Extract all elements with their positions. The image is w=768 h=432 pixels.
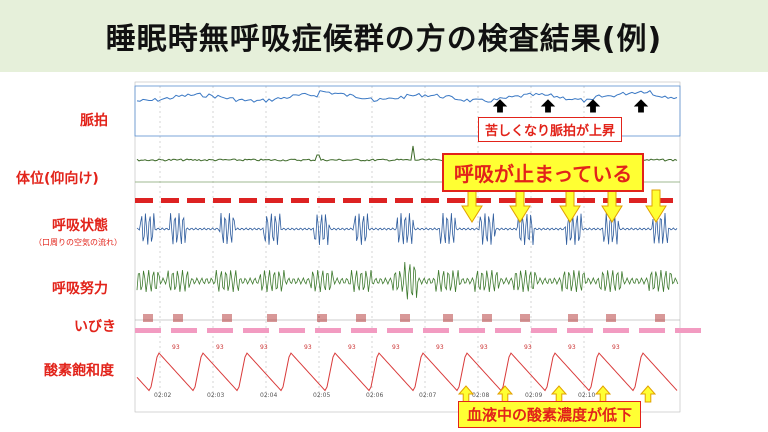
event-block	[343, 198, 361, 203]
spo2-value: 93	[392, 344, 400, 351]
apnea-down-arrow	[509, 189, 531, 223]
snore-block	[243, 328, 269, 333]
callout-pulse-up: 苦しくなり脈拍が上昇	[478, 117, 623, 142]
page-title: 睡眠時無呼吸症候群の方の検査結果(例)	[105, 22, 663, 57]
effort-trace	[136, 261, 679, 300]
event-block	[317, 198, 335, 203]
time-tick: 02:03	[207, 392, 224, 399]
apnea-event-band	[135, 198, 673, 203]
event-block	[629, 198, 647, 203]
event-block	[499, 198, 517, 203]
time-tick: 02:04	[260, 392, 277, 399]
snore-trace	[143, 314, 665, 322]
spo2-value: 93	[304, 344, 312, 351]
spo2-value: 93	[172, 344, 180, 351]
snore-block	[315, 328, 341, 333]
time-tick: 02:06	[366, 392, 383, 399]
label-effort: 呼吸努力	[52, 281, 108, 297]
spo2-arrows	[457, 385, 657, 403]
spo2-value: 93	[216, 344, 224, 351]
spo2-value: 93	[260, 344, 268, 351]
time-tick: 02:08	[472, 392, 489, 399]
snore-event-band	[135, 328, 701, 333]
time-axis-labels: 02:02 02:03 02:04 02:05 02:06 02:07 02:08 02:09…	[154, 392, 595, 399]
spo2-trace	[136, 352, 678, 392]
event-block	[655, 198, 673, 203]
spo2-value: 93	[612, 344, 620, 351]
event-block	[395, 198, 413, 203]
title-bar: 睡眠時無呼吸症候群の方の検査結果(例)	[0, 0, 768, 72]
label-breathing-sub: （口周りの空気の流れ）	[34, 238, 122, 247]
chart-frame	[134, 81, 681, 413]
snore-block	[567, 328, 593, 333]
apnea-down-arrow	[559, 189, 581, 223]
time-tick: 02:10	[578, 392, 595, 399]
snore-block	[135, 328, 161, 333]
time-tick: 02:09	[525, 392, 542, 399]
event-block	[213, 198, 231, 203]
spo2-value: 93	[480, 344, 488, 351]
time-tick: 02:02	[154, 392, 171, 399]
spo2-value: 93	[348, 344, 356, 351]
pulse-trace	[136, 90, 678, 103]
snore-block	[495, 328, 521, 333]
snore-block	[459, 328, 485, 333]
pulse-up-arrow	[492, 99, 508, 113]
event-block	[369, 198, 387, 203]
event-block	[291, 198, 309, 203]
time-grid	[159, 86, 585, 400]
pulse-arrows	[492, 99, 649, 113]
pulse-panel	[134, 85, 681, 137]
spo2-up-arrow	[496, 385, 514, 403]
spo2-value: 93	[524, 344, 532, 351]
label-posture: 体位(仰向け)	[16, 171, 99, 187]
label-spo2: 酸素飽和度	[44, 363, 114, 379]
snore-block	[279, 328, 305, 333]
snore-block	[423, 328, 449, 333]
event-block	[525, 198, 543, 203]
pulse-up-arrow	[633, 99, 649, 113]
snore-block	[171, 328, 197, 333]
snore-block	[351, 328, 377, 333]
event-block	[473, 198, 491, 203]
callout-apnea: 呼吸が止まっている	[442, 153, 645, 192]
callout-spo2-down: 血液中の酸素濃度が低下	[458, 401, 642, 428]
snore-block	[531, 328, 557, 333]
event-block	[239, 198, 257, 203]
snore-block	[603, 328, 629, 333]
spo2-up-arrow	[550, 385, 568, 403]
spo2-up-arrow	[639, 385, 657, 403]
snore-block	[639, 328, 665, 333]
spo2-value: 93	[436, 344, 444, 351]
spo2-value: 93	[568, 344, 576, 351]
spo2-up-arrow	[457, 385, 475, 403]
snore-block	[387, 328, 413, 333]
apnea-arrows	[461, 189, 667, 223]
snore-block	[675, 328, 701, 333]
spo2-value-labels: 93 93 93 93 93 93 93 93 93 93 93	[172, 344, 620, 351]
apnea-down-arrow	[601, 189, 623, 223]
time-tick: 02:07	[419, 392, 436, 399]
event-block	[161, 198, 179, 203]
label-snore: いびき	[74, 319, 116, 335]
event-block	[135, 198, 153, 203]
event-block	[551, 198, 569, 203]
apnea-down-arrow	[461, 189, 483, 223]
label-breathing: 呼吸状態	[52, 218, 108, 234]
snore-block	[207, 328, 233, 333]
time-tick: 02:05	[313, 392, 330, 399]
breathing-trace	[136, 212, 678, 246]
event-block	[187, 198, 205, 203]
pulse-up-arrow	[585, 99, 601, 113]
pulse-up-arrow	[540, 99, 556, 113]
label-pulse: 脈拍	[80, 113, 108, 129]
apnea-down-arrow	[645, 189, 667, 223]
spo2-up-arrow	[594, 385, 612, 403]
event-block	[421, 198, 439, 203]
event-block	[577, 198, 595, 203]
event-block	[265, 198, 283, 203]
event-block	[447, 198, 465, 203]
